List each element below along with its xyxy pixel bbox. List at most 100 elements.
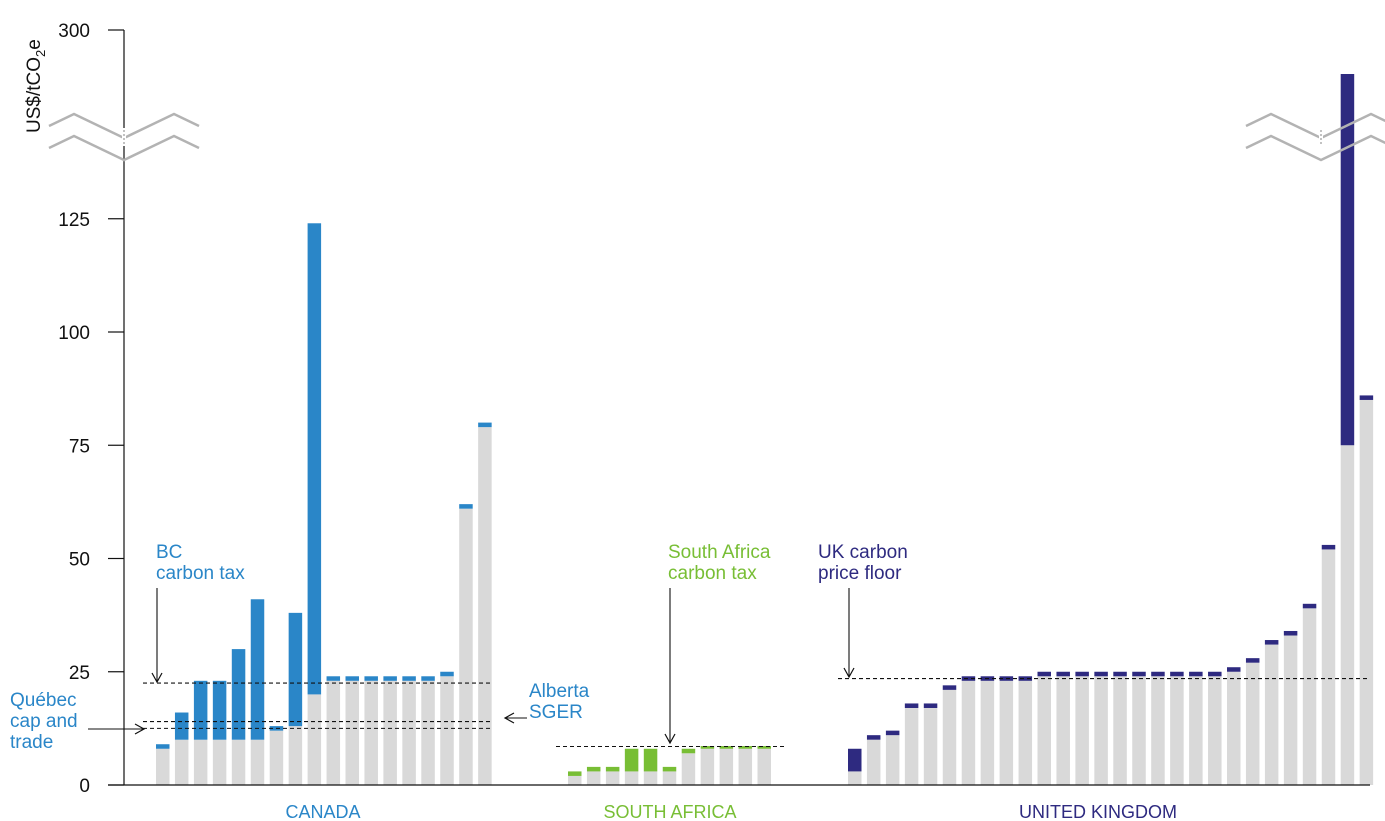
- bar-base: [1208, 676, 1222, 785]
- bar-price: [1113, 671, 1127, 677]
- bar-price: [1340, 74, 1355, 446]
- bar-base: [288, 726, 303, 785]
- bar-price: [643, 748, 658, 772]
- axis-break-left: [48, 112, 200, 162]
- category-label-united-kingdom: UNITED KINGDOM: [1019, 802, 1177, 821]
- bar-price: [738, 746, 753, 749]
- bar-price: [231, 649, 246, 740]
- annotation-south-africa-carbon-tax: South Africa carbon tax: [668, 542, 771, 584]
- bar-price: [421, 676, 435, 681]
- bar-base: [1132, 676, 1146, 785]
- bar-base: [1264, 644, 1279, 785]
- bar-price: [288, 612, 303, 727]
- bar-base: [923, 707, 938, 785]
- bar-price: [757, 746, 771, 749]
- axis-break-line-lower: [1245, 134, 1385, 162]
- bar-price: [662, 766, 677, 772]
- bar-price: [681, 748, 696, 754]
- bar-base: [942, 689, 957, 785]
- bars-layer: [156, 74, 1374, 785]
- bar-base: [980, 680, 995, 785]
- bar-price: [1018, 676, 1033, 681]
- bar-base: [231, 739, 246, 785]
- bar-base: [1018, 680, 1033, 785]
- bar-price: [174, 712, 189, 740]
- bar-base: [738, 748, 753, 785]
- y-tick-label: 300: [58, 21, 90, 42]
- bar-base: [193, 739, 208, 785]
- bar-base: [383, 680, 397, 785]
- axis-break-right: [1245, 112, 1385, 162]
- y-tick-label: 75: [69, 436, 90, 457]
- bar-group-canada: [156, 223, 492, 785]
- bar-base: [757, 748, 771, 785]
- bar-price: [1151, 671, 1165, 677]
- y-tick-label: 100: [58, 323, 90, 344]
- bar-base: [1170, 676, 1184, 785]
- bar-base: [999, 680, 1014, 785]
- bar-base: [364, 680, 378, 785]
- bar-price: [383, 676, 397, 681]
- bar-price: [1037, 671, 1051, 677]
- bar-base: [250, 739, 265, 785]
- bar-base: [1037, 676, 1051, 785]
- y-tick-label: 25: [69, 663, 90, 684]
- bar-base: [459, 508, 473, 785]
- bar-price: [700, 746, 715, 749]
- bar-price: [1264, 640, 1279, 645]
- bar-base: [326, 680, 341, 785]
- bar-base: [1189, 676, 1203, 785]
- bar-price: [307, 223, 322, 695]
- bar-price: [1302, 603, 1317, 609]
- bar-price: [212, 680, 227, 740]
- bar-price: [866, 735, 881, 740]
- y-tick-label: 0: [79, 776, 90, 797]
- bar-base: [586, 771, 601, 785]
- bar-base: [1113, 676, 1127, 785]
- bar-price: [326, 676, 341, 681]
- bar-base: [402, 680, 416, 785]
- bar-base: [681, 753, 696, 785]
- bar-base: [904, 707, 919, 785]
- bar-base: [848, 771, 862, 785]
- bar-price: [904, 703, 919, 708]
- bar-price: [1321, 544, 1336, 550]
- bar-price: [440, 671, 454, 677]
- bar-price: [193, 680, 208, 740]
- bar-base: [345, 680, 359, 785]
- bar-price: [459, 504, 473, 509]
- bar-base: [605, 771, 620, 785]
- category-label-south-africa: SOUTH AFRICA: [603, 802, 736, 821]
- annotations-layer: BC carbon tax Alberta SGER Québec cap and trad…: [10, 542, 908, 753]
- bar-price: [719, 746, 734, 749]
- bar-price: [1208, 671, 1222, 677]
- bar-base: [624, 771, 639, 785]
- bar-price: [1189, 671, 1203, 677]
- bar-price: [586, 766, 601, 772]
- bar-base: [421, 680, 435, 785]
- annotation-alberta-sger: Alberta SGER: [529, 681, 590, 723]
- bar-base: [1227, 671, 1241, 785]
- bar-base: [1283, 635, 1298, 785]
- bar-price: [961, 676, 976, 681]
- bar-price: [1170, 671, 1184, 677]
- bar-base: [700, 748, 715, 785]
- bar-base: [269, 730, 284, 785]
- annotation-uk-carbon-price-floor: UK carbon price floor: [818, 542, 908, 584]
- bar-price: [364, 676, 378, 681]
- bar-price: [1132, 671, 1146, 677]
- annotation-bc-carbon-tax: BC carbon tax: [156, 542, 245, 584]
- bar-price: [568, 771, 582, 776]
- bar-price: [345, 676, 359, 681]
- bar-price: [1056, 671, 1070, 677]
- bar-base: [885, 735, 900, 785]
- axis-layer: 0 25 50 75 100 125 300 US$/tCO2e CANADA SOUTH AFR…: [24, 21, 1385, 821]
- y-tick-label: 50: [69, 550, 90, 571]
- y-axis-title: US$/tCO2e: [24, 39, 48, 133]
- bar-price: [478, 422, 492, 428]
- bar-price: [605, 766, 620, 772]
- bar-base: [1151, 676, 1165, 785]
- category-label-canada: CANADA: [285, 802, 360, 821]
- bar-base: [212, 739, 227, 785]
